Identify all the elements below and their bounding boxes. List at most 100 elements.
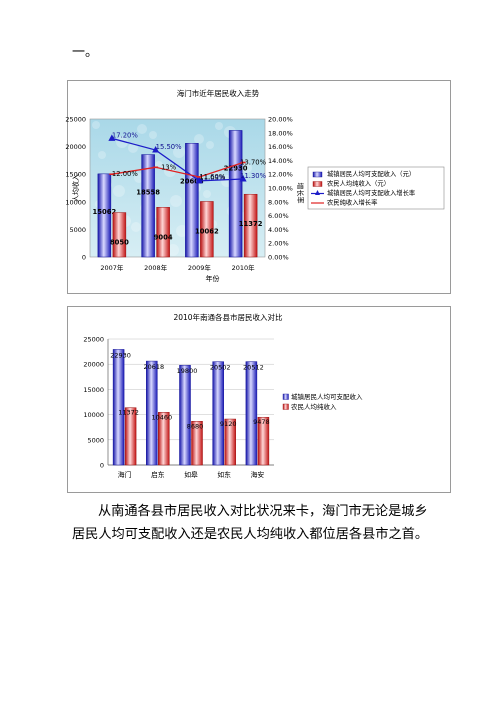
chart1-legend-marker	[315, 190, 320, 195]
chart1-legend-label: 城镇居民人均可支配收入（元）	[327, 169, 415, 178]
chart1-y2-tick-label: 8.00%	[268, 198, 289, 206]
chart1-legend-label: 农民人均纯收入（元）	[327, 179, 390, 188]
chart2-bar-label-urban: 20618	[143, 363, 164, 371]
chart1-y2-axis-label: 增长率	[296, 183, 305, 204]
chart1-bar-label-urban: 22930	[224, 164, 248, 172]
chart1-point-rural-growth	[153, 166, 159, 169]
chart1-label-rural-growth: 12.00%	[112, 170, 138, 178]
chart2-bar-label-urban: 19800	[177, 367, 198, 375]
chart1-x-tick-label: 2007年	[100, 263, 124, 272]
chart1-line-urban-growth	[111, 137, 244, 182]
chart1-bg-texture	[131, 222, 141, 232]
chart2-bar-rural	[191, 421, 203, 466]
chart2-legend-label: 城镇居民人均可支配收入	[291, 392, 363, 401]
chart1-label-rural-growth: 13%	[161, 163, 177, 171]
chart1-legend-swatch	[312, 181, 323, 187]
chart2-x-tick-label: 如皋	[184, 470, 198, 479]
haimen-income-trend-chart: 海门市近年居民收入走势 0 5000 10000 15000 20000 25000 0.00…	[65, 80, 451, 294]
chart1-y2-tick-label: 2.00%	[268, 240, 289, 248]
chart1-bg-texture	[176, 225, 188, 237]
chart2-x-tick-label: 海门	[118, 470, 132, 479]
chart1-y-tick-label: 15000	[65, 171, 86, 179]
chart2-x-tick-label: 如东	[217, 470, 231, 479]
chart1-bar-rural	[112, 212, 127, 258]
chart1-bg-texture	[212, 171, 220, 179]
chart2-y-tick-label: 25000	[83, 336, 104, 344]
chart1-bar-label-rural: 10062	[195, 227, 219, 235]
chart1-y-tick-label: 0	[82, 254, 86, 262]
chart1-bg-texture	[194, 134, 204, 144]
chart1-label-urban-growth: 17.20%	[112, 131, 138, 139]
chart1-point-urban-growth	[239, 175, 247, 182]
chart2-legend	[281, 390, 385, 414]
chart1-bg-texture	[215, 122, 223, 130]
chart1-bg-texture	[170, 195, 182, 207]
chart1-title: 海门市近年居民收入走势	[177, 88, 260, 98]
chart1-bar-label-urban: 18558	[136, 189, 160, 197]
chart1-bg-texture	[113, 185, 125, 197]
chart2-bar-urban	[245, 361, 258, 466]
chart2-legend-label: 农民人均纯收入	[291, 402, 337, 411]
chart2-bar-label-rural: 11372	[118, 409, 139, 417]
chart1-bar-urban	[141, 154, 155, 258]
chart1-bar-label-rural: 8050	[110, 239, 129, 247]
chart1-point-rural-growth	[196, 176, 202, 178]
chart1-y2-tick-label: 18.00%	[268, 129, 293, 137]
chart1-bar-rural	[243, 193, 258, 258]
chart2-bar-label-urban: 20512	[243, 364, 264, 372]
chart1-label-rural-growth: 13.70%	[240, 158, 266, 166]
chart2-bar-label-urban: 20502	[210, 364, 231, 372]
chart2-bar-label-urban: 22930	[110, 351, 131, 359]
chart1-bar-label-rural: 9004	[154, 233, 173, 241]
chart1-bar-rural	[200, 201, 214, 258]
chart2-title: 2010年南通各县市居民收入对比	[173, 312, 283, 322]
chart1-bg-texture	[206, 141, 214, 149]
chart1-x-tick-label: 2008年	[144, 263, 168, 272]
chart2-x-tick-label: 海安	[251, 470, 265, 479]
chart2-legend-swatch	[282, 393, 289, 400]
chart1-bar-label-urban: 15062	[93, 208, 117, 216]
chart2-bar-label-rural: 8680	[187, 422, 204, 430]
chart1-y-tick-label: 25000	[65, 116, 86, 124]
chart1-y2-tick-label: 10.00%	[268, 185, 293, 193]
chart2-bar-rural	[257, 416, 270, 466]
chart2-bar-rural	[124, 407, 137, 466]
chart2-y-tick-label: 0	[100, 462, 104, 470]
chart1-bar-label-rural: 11372	[239, 220, 263, 228]
chart2-bar-label-rural: 9478	[253, 418, 270, 426]
chart2-bar-urban	[179, 364, 191, 466]
chart1-bg-texture	[203, 190, 211, 198]
chart1-bar-urban	[228, 130, 243, 258]
chart1-y2-tick-label: 6.00%	[268, 212, 289, 220]
chart1-bar-urban	[185, 143, 199, 258]
chart1-y-tick-label: 20000	[65, 143, 86, 151]
chart1-y2-tick-label: 4.00%	[268, 226, 289, 234]
chart1-bar-rural	[156, 207, 170, 258]
chart2-bar-rural	[224, 418, 236, 466]
chart1-y-axis-label: 人均收入	[71, 174, 80, 202]
chart1-bg-texture	[167, 244, 179, 256]
chart1-legend-label: 农民纯收入增长率	[327, 198, 377, 207]
chart1-label-rural-growth: 11.60%	[199, 173, 225, 181]
chart1-point-rural-growth	[109, 173, 115, 175]
chart1-label-urban-growth: 11.03%	[199, 174, 225, 182]
chart1-bg-texture	[149, 131, 157, 139]
chart2-y-tick-label: 20000	[83, 361, 104, 369]
chart1-bg-texture	[242, 163, 252, 173]
chart2-bar-label-rural: 9120	[220, 420, 237, 428]
chart1-y2-tick-label: 20.00%	[268, 116, 293, 124]
chart1-label-urban-growth: 15.50%	[156, 143, 182, 151]
chart2-bar-label-rural: 10460	[151, 413, 172, 421]
chart2-bar-rural	[158, 412, 170, 466]
chart1-point-urban-growth	[195, 176, 203, 184]
chart1-legend	[307, 166, 445, 210]
chart1-bg-texture	[128, 143, 138, 153]
chart1-y-tick-label: 10000	[65, 198, 86, 206]
chart2-bar-urban	[212, 361, 224, 466]
nantong-county-income-chart: 2010年南通各县市居民收入对比 0 5000 10000 15000 20000 2500…	[67, 306, 451, 493]
chart1-bg-texture	[116, 136, 128, 148]
chart1-bg-texture	[98, 151, 106, 159]
chart2-bar-urban	[146, 360, 158, 466]
chart1-label-urban-growth: 11.30%	[240, 172, 266, 180]
chart1-y-tick-label: 5000	[69, 226, 86, 234]
